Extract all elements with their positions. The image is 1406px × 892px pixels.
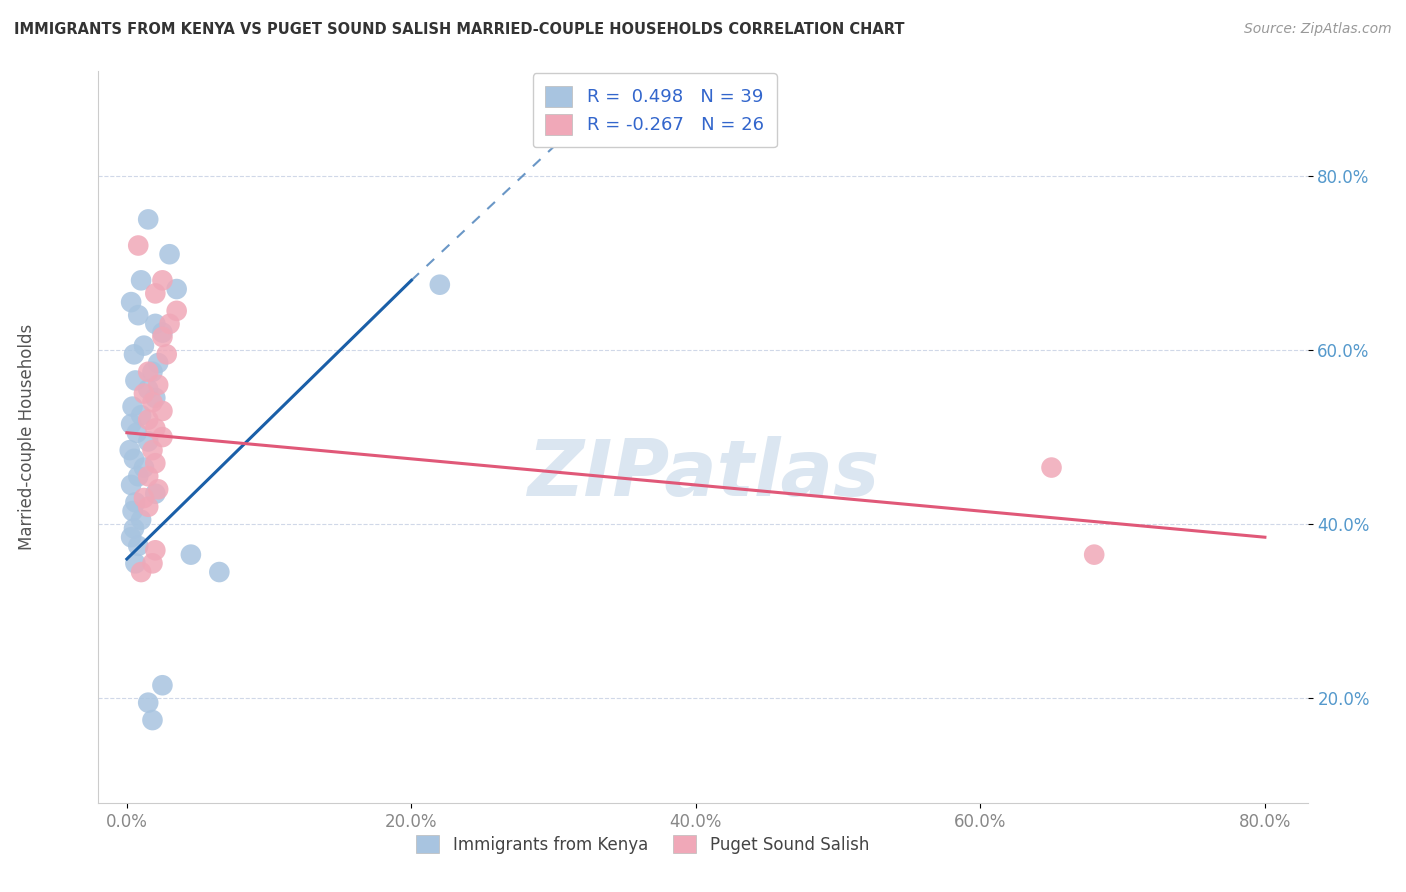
Point — [124, 557, 146, 571]
Point — [120, 478, 142, 492]
Text: ZIPatlas: ZIPatlas — [527, 435, 879, 512]
Y-axis label: Married-couple Households: Married-couple Households — [18, 324, 37, 550]
Point — [120, 530, 142, 544]
Point — [125, 425, 148, 440]
Point — [122, 521, 145, 535]
Point — [143, 486, 166, 500]
Point — [120, 417, 142, 431]
Point — [136, 412, 159, 426]
Point — [143, 391, 166, 405]
Text: IMMIGRANTS FROM KENYA VS PUGET SOUND SALISH MARRIED-COUPLE HOUSEHOLDS CORRELATIO: IMMIGRANTS FROM KENYA VS PUGET SOUND SAL… — [14, 22, 904, 37]
Point — [143, 421, 166, 435]
Point — [152, 326, 174, 340]
Point — [127, 238, 149, 252]
Point — [127, 469, 149, 483]
Legend: Immigrants from Kenya, Puget Sound Salish: Immigrants from Kenya, Puget Sound Salis… — [409, 829, 876, 860]
Point — [152, 430, 174, 444]
Point — [143, 317, 166, 331]
Point — [146, 483, 169, 497]
Point — [143, 286, 166, 301]
Point — [124, 495, 146, 509]
Point — [129, 565, 152, 579]
Point — [146, 356, 169, 370]
Point — [136, 696, 159, 710]
Point — [121, 504, 143, 518]
Point — [129, 409, 152, 423]
Point — [1040, 460, 1063, 475]
Point — [143, 456, 166, 470]
Point — [120, 295, 142, 310]
Point — [122, 451, 145, 466]
Point — [132, 491, 155, 505]
Point — [429, 277, 451, 292]
Point — [166, 303, 188, 318]
Point — [127, 539, 149, 553]
Point — [1083, 548, 1105, 562]
Point — [132, 460, 155, 475]
Point — [143, 543, 166, 558]
Point — [156, 347, 179, 361]
Point — [141, 713, 163, 727]
Point — [141, 443, 163, 458]
Point — [136, 365, 159, 379]
Point — [208, 565, 231, 579]
Point — [127, 308, 149, 322]
Point — [146, 377, 169, 392]
Point — [132, 339, 155, 353]
Point — [121, 400, 143, 414]
Point — [136, 434, 159, 449]
Point — [180, 548, 202, 562]
Point — [136, 469, 159, 483]
Point — [152, 404, 174, 418]
Point — [152, 273, 174, 287]
Point — [136, 212, 159, 227]
Text: Source: ZipAtlas.com: Source: ZipAtlas.com — [1244, 22, 1392, 37]
Point — [136, 500, 159, 514]
Point — [152, 330, 174, 344]
Point — [159, 317, 181, 331]
Point — [118, 443, 141, 458]
Point — [141, 365, 163, 379]
Point — [122, 347, 145, 361]
Point — [129, 513, 152, 527]
Point — [124, 374, 146, 388]
Point — [141, 395, 163, 409]
Point — [132, 386, 155, 401]
Point — [159, 247, 181, 261]
Point — [166, 282, 188, 296]
Point — [141, 557, 163, 571]
Point — [152, 678, 174, 692]
Point — [136, 382, 159, 396]
Point — [129, 273, 152, 287]
